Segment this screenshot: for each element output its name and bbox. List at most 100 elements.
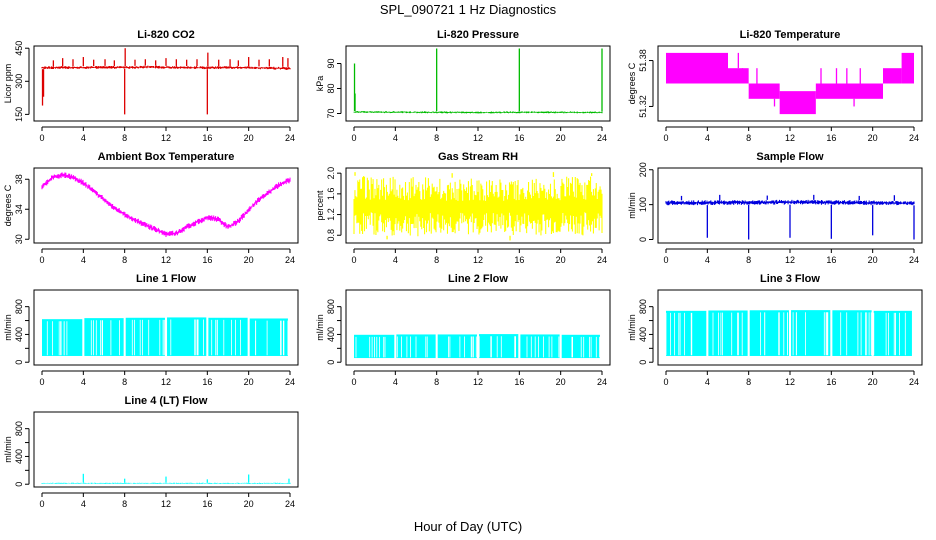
flow-segment-gaps [46, 321, 68, 356]
x-tick-label: 16 [514, 133, 524, 143]
x-tick-label: 8 [122, 499, 127, 509]
panel-title: Li-820 Pressure [437, 29, 519, 41]
panel-title: Ambient Box Temperature [98, 151, 235, 163]
x-tick-label: 4 [705, 377, 710, 387]
flow-segment-gaps [478, 336, 516, 358]
x-tick-label: 16 [202, 377, 212, 387]
flow-segment-2 [396, 334, 436, 359]
x-tick-label: 12 [785, 133, 795, 143]
plot-frame [345, 45, 611, 122]
x-tick-label: 0 [351, 133, 356, 143]
x-tick-label: 16 [514, 377, 524, 387]
x-tick-label: 24 [909, 255, 919, 265]
y-tick-label: 51.38 [638, 49, 648, 72]
x-tick-label: 4 [393, 255, 398, 265]
flow-segment-fill [167, 317, 207, 356]
x-tick-label: 16 [202, 499, 212, 509]
x-tick-label: 20 [244, 377, 254, 387]
flow-segment-gaps [571, 336, 600, 358]
x-tick-label: 20 [868, 133, 878, 143]
y-axis-label: ml/min [3, 436, 13, 463]
flow-segment-gaps [665, 312, 693, 356]
x-tick-label: 20 [244, 499, 254, 509]
y-axis: 70 80 90 [326, 58, 342, 119]
flow-segment-gaps [526, 336, 560, 358]
data-block-1 [666, 52, 728, 84]
flow-segment-fill [125, 317, 165, 356]
y-tick-label: 1.2 [326, 208, 336, 221]
y-tick-label: 90 [326, 58, 336, 68]
y-tick-label: 800 [326, 299, 336, 314]
x-axis: 0 4 8 12 16 20 24 [39, 126, 295, 143]
flow-segment-gaps [712, 312, 743, 356]
panel-1: Li-820 CO2 Licor ppm 0 4 8 12 16 20 24 150 300 450 [3, 29, 299, 143]
x-tick-label: 8 [122, 377, 127, 387]
x-tick-label: 16 [826, 377, 836, 387]
y-tick-label: 0.8 [326, 229, 336, 242]
x-tick-label: 4 [81, 377, 86, 387]
x-tick-label: 8 [746, 255, 751, 265]
x-tick-label: 0 [351, 255, 356, 265]
y-axis-label: ml/min [627, 192, 637, 219]
flow-segment-fill [479, 334, 519, 359]
y-tick-label: 70 [326, 108, 336, 118]
plot-frame [345, 167, 611, 244]
panel-9: Line 3 Flow ml/min 0 4 8 12 16 20 24 0 400 800 [627, 273, 923, 387]
panel-7: Line 1 Flow ml/min 0 4 8 12 16 20 24 0 400 800 [3, 273, 299, 387]
x-tick-label: 12 [161, 255, 171, 265]
flow-segment-gaps [840, 312, 872, 356]
flow-segment-1 [665, 310, 707, 356]
x-tick-label: 8 [434, 133, 439, 143]
flow-segment-1 [354, 334, 395, 359]
flow-segment-gaps [211, 319, 241, 356]
y-axis-label: ml/min [315, 314, 325, 341]
x-tick-label: 4 [81, 499, 86, 509]
plot-area [42, 317, 289, 356]
plot-frame [33, 167, 299, 244]
x-tick-label: 12 [785, 255, 795, 265]
flow-segment-6 [561, 334, 600, 359]
y-tick-label: 0 [638, 237, 648, 242]
x-axis: 0 4 8 12 16 20 24 [39, 492, 295, 509]
y-axis-label: Licor ppm [3, 64, 13, 104]
x-tick-label: 24 [285, 255, 295, 265]
y-axis-label: kPa [315, 76, 325, 92]
x-tick-label: 24 [285, 133, 295, 143]
x-axis: 0 4 8 12 16 20 24 [663, 370, 919, 387]
plot-area [665, 194, 915, 240]
x-tick-label: 12 [161, 499, 171, 509]
y-axis: 150 300 450 [14, 41, 30, 122]
x-tick-label: 8 [434, 377, 439, 387]
flow-segment-6 [249, 318, 289, 356]
panel-2: Li-820 Pressure kPa 0 4 8 12 16 20 24 70 80 90 [315, 29, 611, 143]
data-block-4 [779, 91, 816, 115]
y-tick-label: 300 [14, 74, 24, 89]
data-series-band [353, 111, 603, 114]
panel-title: Li-820 Temperature [740, 29, 841, 41]
x-tick-label: 0 [39, 255, 44, 265]
data-block-5 [815, 83, 883, 99]
flow-segment-gaps [255, 320, 289, 356]
flow-segment-fill [42, 319, 83, 356]
data-series-band [665, 199, 915, 206]
x-axis: 0 4 8 12 16 20 24 [351, 126, 607, 143]
x-tick-label: 0 [663, 255, 668, 265]
data-series-band [353, 176, 603, 237]
x-tick-label: 8 [122, 133, 127, 143]
y-tick-label: 100 [638, 197, 648, 212]
y-tick-label: 0 [326, 360, 336, 365]
x-tick-label: 0 [39, 133, 44, 143]
x-tick-label: 12 [161, 377, 171, 387]
x-tick-label: 0 [39, 377, 44, 387]
flow-segment-gaps [131, 319, 165, 356]
plot-area [353, 48, 603, 114]
flow-segment-fill [873, 310, 912, 356]
y-tick-label: 0 [638, 360, 648, 365]
y-axis-label: degrees C [627, 62, 637, 104]
panel-6: Sample Flow ml/min 0 4 8 12 16 20 24 0 100 200 [627, 151, 923, 265]
x-tick-label: 24 [597, 133, 607, 143]
x-axis: 0 4 8 12 16 20 24 [351, 248, 607, 265]
panel-title: Gas Stream RH [438, 151, 518, 163]
plot-frame [345, 289, 611, 366]
flow-segment-3 [749, 310, 789, 356]
